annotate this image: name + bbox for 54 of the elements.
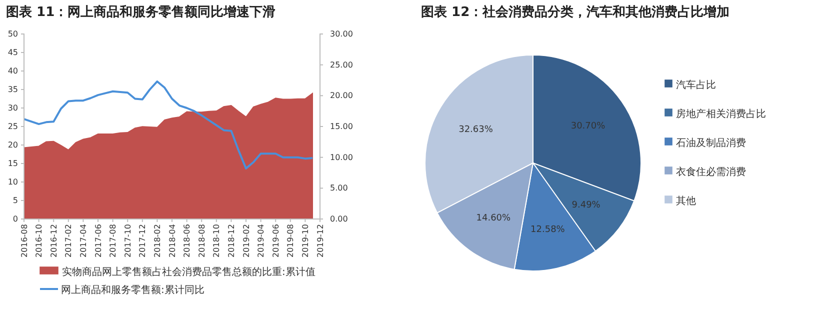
y-tick-label: 40 [8,66,18,76]
x-tick-label: 2017-02 [64,224,74,258]
line-series [23,80,314,170]
y-tick-label: 20 [8,140,18,150]
legend-label: 实物商品网上零售额占社会消费品零售总额的比重:累计值 [62,266,316,278]
x-tick-label: 2019-02 [242,224,251,258]
y2-tick-label: 20.00 [330,91,353,100]
y2-tick-label: 10.00 [330,152,353,162]
x-tick-label: 2016-08 [20,224,29,258]
y2-tick-label: 25.00 [330,60,353,70]
y2-tick-label: 5.00 [330,184,348,193]
legend-label: 房地产相关消费占比 [676,108,766,120]
y2-tick-label: 0.00 [330,214,348,224]
x-tick-label: 2018-04 [168,224,177,258]
x-tick-label: 2017-06 [94,224,103,258]
y2-tick-label: 30.00 [330,30,353,39]
y-tick-label: 10 [8,178,18,187]
y2-tick-label: 15.00 [330,122,353,132]
y-tick-label: 50 [8,30,18,39]
data-label: 32.63% [458,124,494,135]
legend-label: 其他 [676,195,696,207]
y-tick-label: 0 [12,214,18,224]
y-tick-label: 35 [8,85,18,94]
legend-label: 衣食住必需消费 [676,166,746,178]
x-tick-label: 2018-10 [212,224,222,258]
x-tick-label: 2016-10 [34,224,44,258]
y-tick-label: 30 [8,104,18,113]
x-tick-label: 2019-04 [256,224,266,258]
y-tick-label: 25 [8,122,18,132]
x-tick-label: 2017-08 [108,224,118,258]
y-tick-label: 15 [8,159,18,168]
chart-title: 图表 12：社会消费品分类，汽车和其他消费占比增加 [421,4,730,20]
x-tick-label: 2018-06 [182,224,192,258]
x-tick-label: 2016-12 [49,224,58,258]
x-tick-label: 2018-02 [153,224,162,258]
data-label: 9.49% [572,200,601,210]
x-tick-label: 2018-08 [197,224,206,258]
chart-title: 图表 11：网上商品和服务零售额同比增速下滑 [6,4,276,20]
x-tick-label: 2019-08 [286,224,296,258]
x-tick-label: 2019-06 [271,224,280,258]
y-tick-label: 45 [8,48,18,58]
x-tick-label: 2019-12 [316,224,325,258]
x-tick-label: 2017-04 [79,224,88,258]
legend-label: 石油及制品消费 [676,137,746,149]
data-label: 12.58% [530,224,566,235]
x-tick-label: 2018-12 [227,224,236,258]
legend-label: 网上商品和服务零售额:累计同比 [61,284,204,296]
data-label: 14.60% [476,214,512,224]
x-tick-label: 2019-10 [301,224,310,258]
y-tick-label: 5 [12,196,18,206]
x-tick-label: 2017-10 [123,224,132,258]
data-label: 30.70% [570,121,606,132]
x-tick-label: 2017-12 [138,224,148,258]
legend-label: 汽车占比 [676,79,716,91]
